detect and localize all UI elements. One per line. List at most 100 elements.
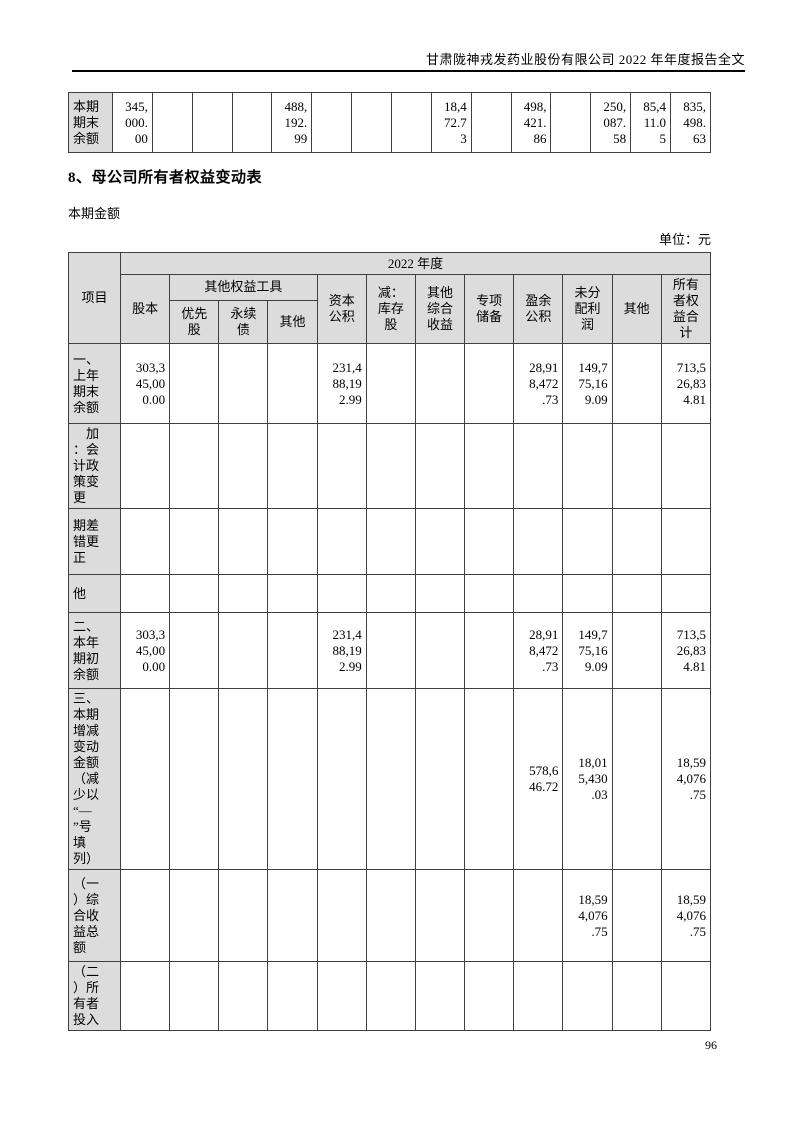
period-label: 本期金额 <box>68 206 121 221</box>
row-label: 加 ：会 计政 策变 更 <box>68 423 121 509</box>
table-cell: 85,4 11.0 5 <box>630 92 672 153</box>
table-cell <box>169 688 220 870</box>
table-row: 他 <box>68 574 712 613</box>
table-cell: 149,7 75,16 9.09 <box>562 343 613 424</box>
col-header-item: 项目 <box>68 252 121 344</box>
table-cell: 835, 498. 63 <box>670 92 711 153</box>
table-cell <box>169 612 220 689</box>
table-cell <box>169 574 220 613</box>
equity-change-table: 项目 2022 年度 股本 其他权益工具 资本 公积 减： 库存 股 其他 综合… <box>68 252 712 1031</box>
table-cell <box>218 423 269 509</box>
table-cell <box>351 92 393 153</box>
table-row: （二 ）所 有者 投入 <box>68 961 712 1031</box>
row-label: （一 ）综 合收 益总 额 <box>68 869 121 962</box>
table-cell <box>611 343 662 424</box>
table-cell: 498, 421. 86 <box>510 92 552 153</box>
table-cell: 345, 000. 00 <box>112 92 153 153</box>
table-cell <box>267 423 318 509</box>
table-cell <box>464 423 515 509</box>
col-header-less-treasury-shares: 减： 库存 股 <box>365 274 416 344</box>
table-cell <box>218 574 269 613</box>
table-cell: 18,59 4,076 .75 <box>562 869 613 962</box>
col-header-other-instruments: 其他 <box>267 299 318 345</box>
table-cell <box>365 508 416 575</box>
table-cell <box>365 961 416 1031</box>
row-label: 本期 期末 余额 <box>68 92 113 153</box>
table-cell <box>169 869 220 962</box>
col-header-surplus-reserve: 盈余 公积 <box>513 274 564 344</box>
table-cell <box>464 574 515 613</box>
table-cell <box>470 92 512 153</box>
table-cell <box>169 508 220 575</box>
row-label: 三、 本期 增减 变动 金额 （减 少以 “— ”号 填 列） <box>68 688 121 870</box>
table-cell <box>660 508 712 575</box>
table-cell <box>267 961 318 1031</box>
col-header-share-capital: 股本 <box>119 274 171 344</box>
table-cell <box>464 688 515 870</box>
table-cell: 28,91 8,472 .73 <box>513 612 564 689</box>
table-cell <box>464 612 515 689</box>
row-label: 他 <box>68 574 121 613</box>
col-header-perpetual-bonds: 永续 债 <box>218 299 269 345</box>
table-cell: 250, 087. 58 <box>590 92 632 153</box>
table-cell: 578,6 46.72 <box>513 688 564 870</box>
col-header-undistributed-profit: 未分 配利 润 <box>562 274 613 344</box>
row-label: 期差 错更 正 <box>68 508 121 575</box>
table-cell <box>513 574 564 613</box>
table-cell <box>365 612 416 689</box>
table-cell <box>365 343 416 424</box>
table-cell <box>151 92 193 153</box>
table-cell <box>218 688 269 870</box>
table-cell <box>562 961 613 1031</box>
table-row: 二、 本年 期初 余额 303,3 45,00 0.00 231,4 88,19… <box>68 612 712 689</box>
table-cell <box>218 508 269 575</box>
table-cell <box>311 92 353 153</box>
col-header-total-owners-equity: 所有 者权 益合 计 <box>660 274 712 344</box>
table-cell <box>218 612 269 689</box>
table-cell: 231,4 88,19 2.99 <box>316 343 367 424</box>
table-cell <box>414 574 466 613</box>
table-cell: 713,5 26,83 4.81 <box>660 343 712 424</box>
table-cell <box>414 508 466 575</box>
table-cell <box>169 423 220 509</box>
table-cell <box>119 688 171 870</box>
table-cell <box>464 508 515 575</box>
table-cell <box>562 508 613 575</box>
table-cell <box>611 574 662 613</box>
table-cell <box>267 869 318 962</box>
table-cell: 231,4 88,19 2.99 <box>316 612 367 689</box>
col-header-preferred-shares: 优先 股 <box>169 299 220 345</box>
table-cell <box>119 961 171 1031</box>
table-cell <box>267 508 318 575</box>
table-cell <box>365 423 416 509</box>
header-rule <box>72 70 745 72</box>
table-cell <box>414 423 466 509</box>
table-cell <box>365 688 416 870</box>
table-cell <box>464 961 515 1031</box>
unit-label: 单位：元 <box>658 232 711 247</box>
table-cell <box>611 423 662 509</box>
table-row: （一 ）综 合收 益总 额 18,59 4,076 .75 18,59 4,07… <box>68 869 712 962</box>
table-cell: 488, 192. 99 <box>271 92 313 153</box>
table-cell <box>611 508 662 575</box>
table-cell <box>267 574 318 613</box>
table-cell <box>267 688 318 870</box>
table-cell <box>119 423 171 509</box>
table-cell <box>513 508 564 575</box>
table-cell <box>611 869 662 962</box>
table-cell: 28,91 8,472 .73 <box>513 343 564 424</box>
page-number: 96 <box>705 1038 717 1052</box>
table-row: 本期 期末 余额 345, 000. 00 488, 192. 99 18,4 … <box>68 92 711 153</box>
table-cell <box>316 869 367 962</box>
col-header-other-comprehensive-income: 其他 综合 收益 <box>414 274 466 344</box>
table-header-row: 优先 股 永续 债 其他 <box>69 299 711 345</box>
table-cell <box>414 869 466 962</box>
table-cell <box>169 961 220 1031</box>
table-cell: 18,59 4,076 .75 <box>660 869 712 962</box>
table-cell <box>119 574 171 613</box>
table-cell <box>513 869 564 962</box>
table-cell <box>218 961 269 1031</box>
row-label: 二、 本年 期初 余额 <box>68 612 121 689</box>
table-cell <box>611 612 662 689</box>
table-row: 期差 错更 正 <box>68 508 712 575</box>
